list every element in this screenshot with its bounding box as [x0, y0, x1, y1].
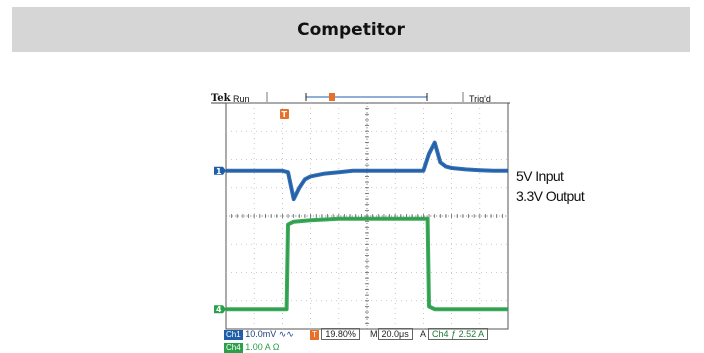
record-trigger-marker [329, 93, 335, 101]
ch1-ground-marker [214, 166, 226, 175]
trigger-position-status: T 19.80% [310, 328, 360, 340]
acq-prefix: A [420, 329, 426, 339]
scope-status-row-2: Ch4 1.00 A Ω [224, 342, 279, 353]
timebase-status: M 20.0μs [370, 328, 413, 340]
input-voltage-label: 5V Input [516, 168, 564, 184]
trigger-position-marker-label: T [282, 110, 288, 119]
scope-trigger-state: Trig'd [469, 94, 491, 104]
scope-brand: Tek [211, 93, 231, 104]
ch4-ground-marker [214, 305, 226, 314]
timebase-prefix: M [370, 329, 378, 339]
scope-run-state: Run [233, 94, 250, 104]
ch4-status-label: Ch4 [224, 343, 243, 353]
timebase-value: 20.0μs [377, 328, 413, 340]
trigger-status: A Ch4 ƒ 2.52 A [420, 328, 489, 340]
trigger-position-icon: T [310, 330, 319, 340]
output-voltage-label: 3.3V Output [516, 188, 585, 204]
ch1-status: Ch1 10.0mV ∿∿ [224, 329, 294, 340]
trigger-position: 19.80% [321, 328, 360, 340]
ch1-coupling: ∿∿ [278, 329, 294, 339]
ch4-trace-core [226, 218, 508, 310]
title-banner: Competitor [12, 7, 690, 52]
trigger-level: 2.52 A [458, 329, 485, 339]
ch1-trace-core [226, 140, 508, 202]
ch4-ground-marker-label: 4 [216, 305, 222, 314]
ch1-scale: 10.0mV [245, 329, 277, 339]
ch1-status-label: Ch1 [224, 330, 243, 340]
trigger-slope-icon: ƒ [451, 329, 457, 339]
ch1-ground-marker-label: 1 [216, 167, 222, 176]
trigger-source: Ch4 ƒ 2.52 A [428, 328, 489, 340]
side-labels: 5V Input 3.3V Output [516, 166, 585, 206]
banner-title: Competitor [297, 19, 405, 40]
ch4-scale: 1.00 A Ω [245, 342, 280, 352]
trigger-position-marker [280, 109, 289, 119]
